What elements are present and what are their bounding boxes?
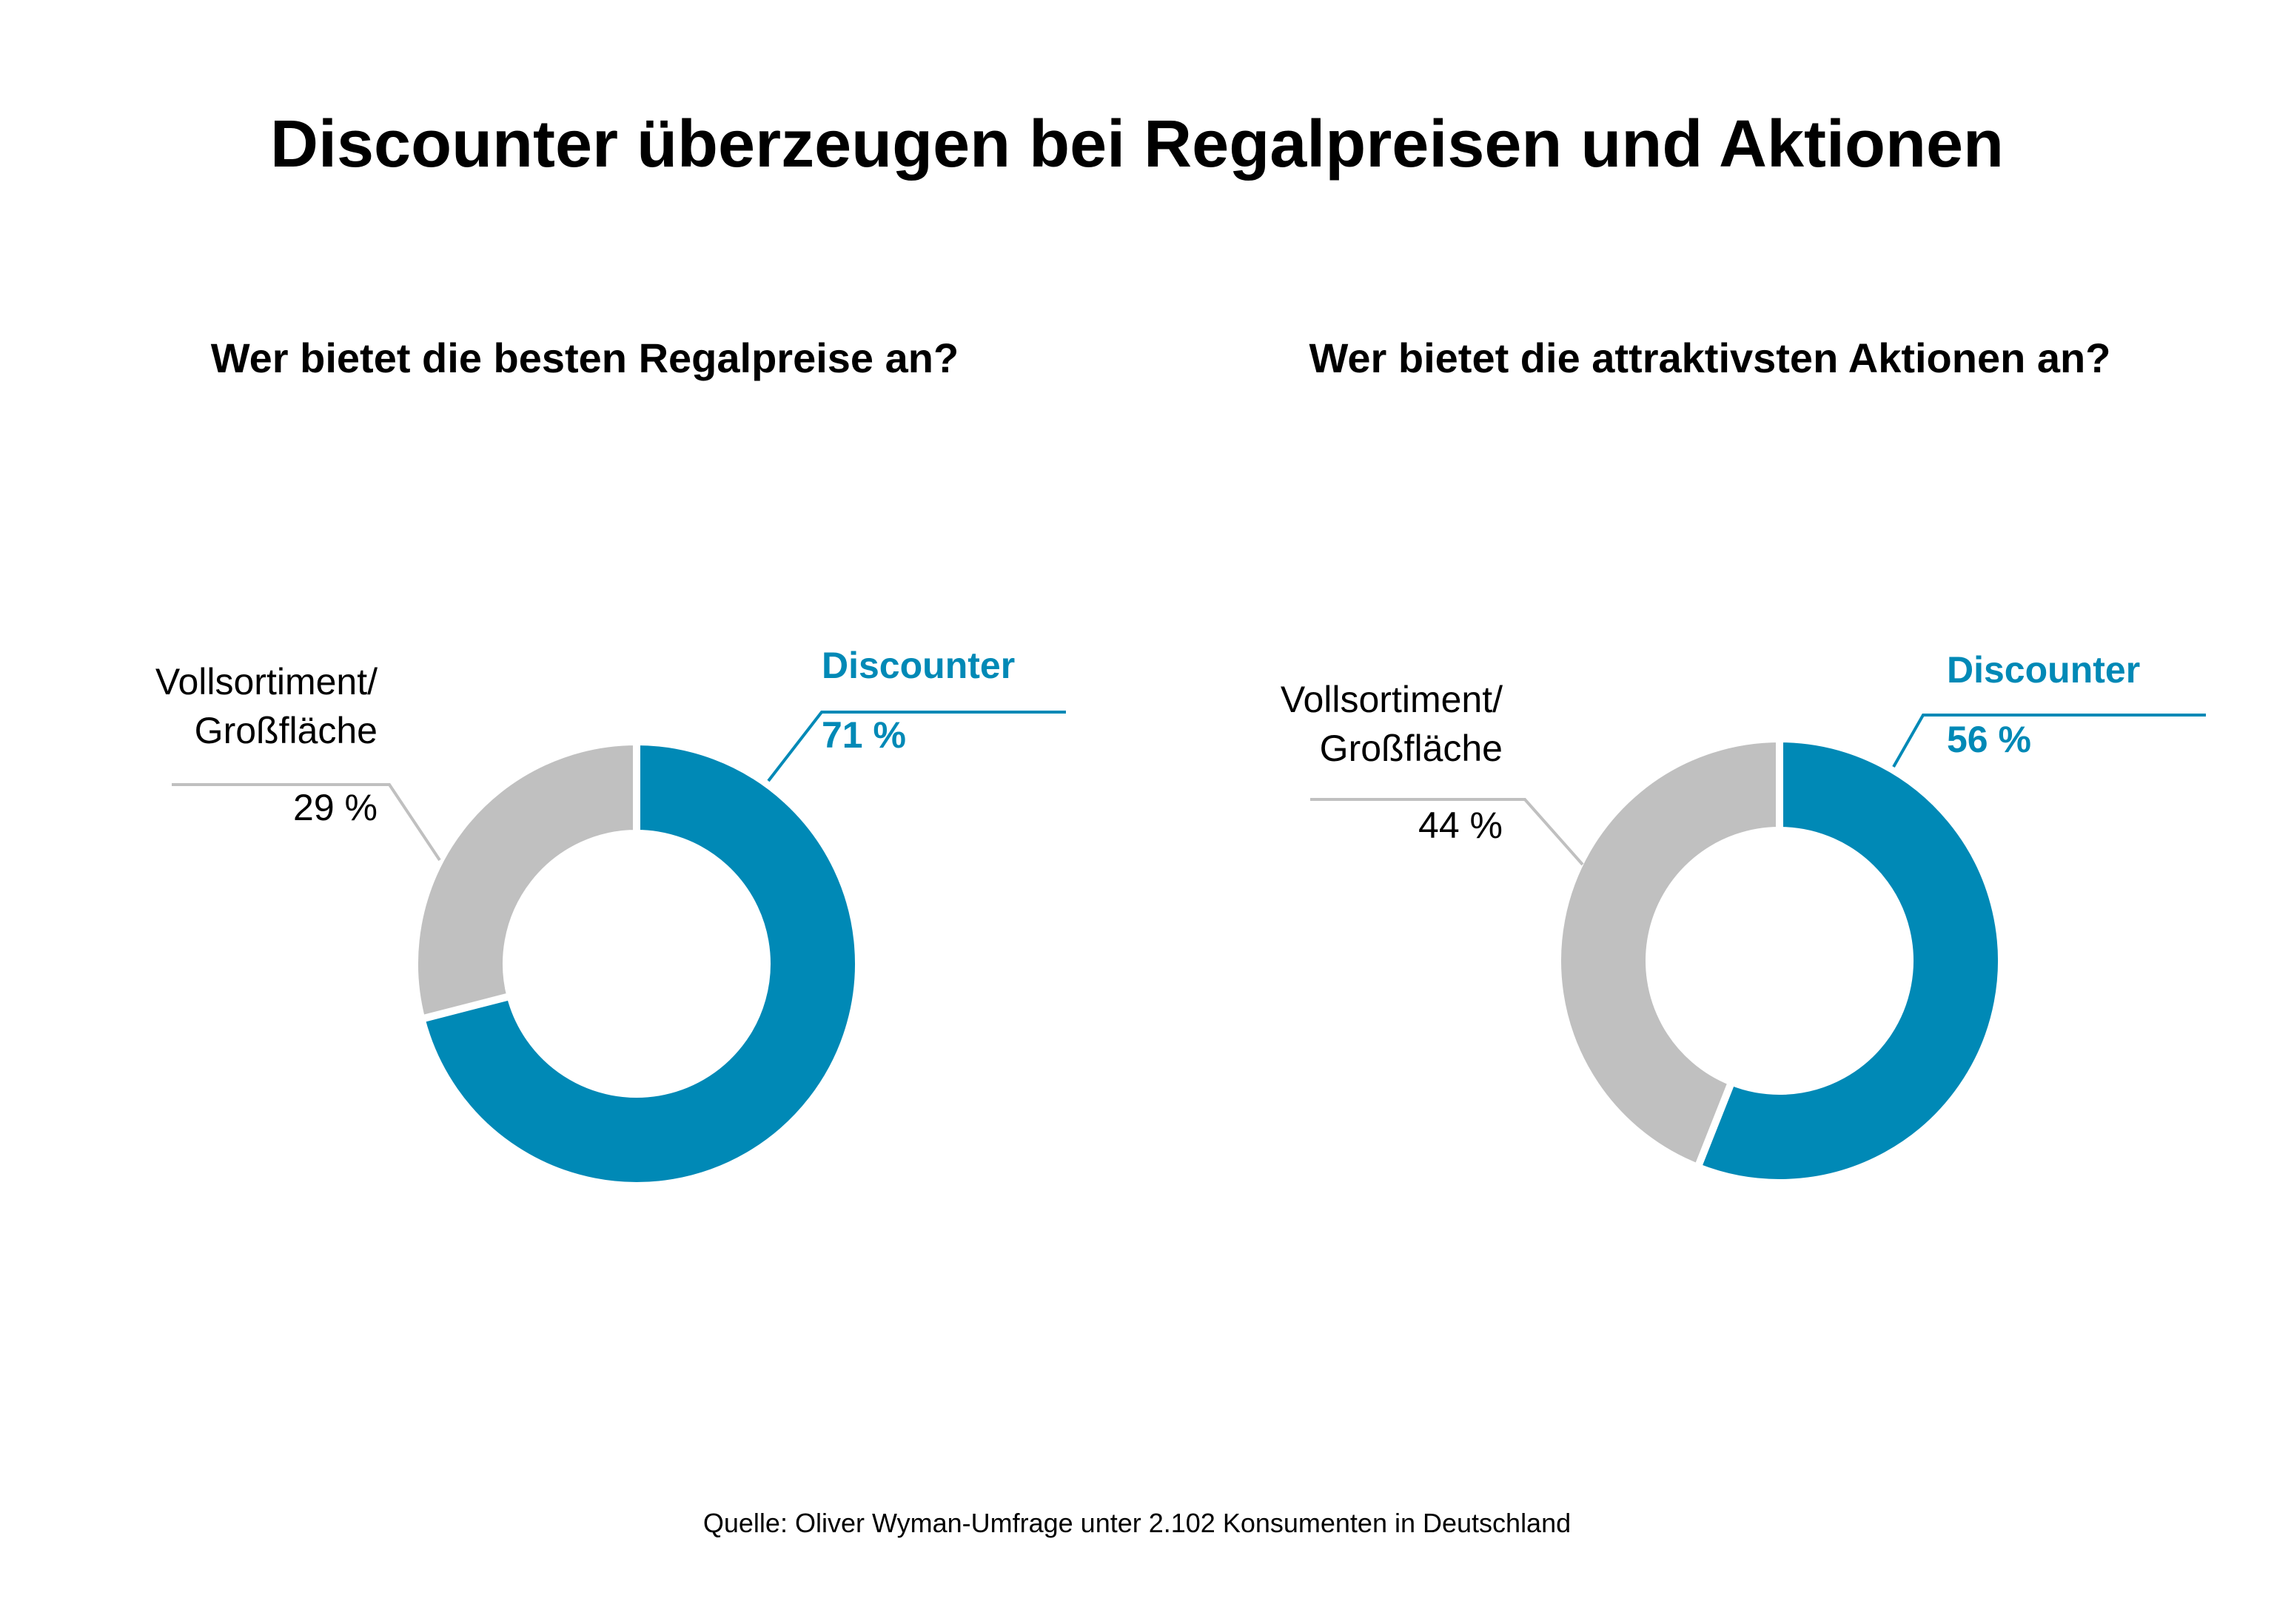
main-title: Discounter überzeugen bei Regalpreisen u… [269, 107, 2005, 181]
chart-2-gray-value: 44 % [1418, 805, 1503, 846]
chart-1-gray-value: 29 % [293, 787, 378, 828]
chart-2-gray-label: Vollsortiment/ Großfläche [1199, 675, 1503, 773]
chart-1-accent-value: 71 % [822, 714, 906, 756]
chart-1-accent-label: Discounter [822, 645, 1016, 686]
chart-1-gray-label: Vollsortiment/ Großfläche [74, 657, 378, 755]
chart-2-gray-label-line1: Vollsortiment/ [1280, 679, 1503, 720]
chart-1-gray-label-line1: Vollsortiment/ [155, 661, 378, 702]
source-note: Quelle: Oliver Wyman-Umfrage unter 2.102… [702, 1508, 1572, 1538]
chart-2-accent-value: 56 % [1947, 719, 2031, 760]
chart-2-slice-vollsortiment [1554, 734, 1783, 1172]
chart-1-discounter-leader-line [767, 711, 1066, 782]
chart-2-slice-discounter [1693, 734, 2006, 1187]
chart-1-slice-vollsortiment [411, 737, 640, 1024]
chart-1-vollsortiment-leader-line [172, 783, 441, 862]
chart-2-title: Wer bietet die attraktivsten Aktionen an… [1309, 335, 2111, 381]
chart-2-vollsortiment-leader-line [1310, 798, 1584, 866]
chart-1-slice-discounter [417, 737, 862, 1190]
chart-1-gray-label-line2: Großfläche [194, 710, 378, 751]
chart-2-gray-label-line2: Großfläche [1319, 728, 1503, 769]
chart-1-title: Wer bietet die besten Regalpreise an? [210, 335, 959, 381]
chart-2-accent-label: Discounter [1947, 649, 2141, 691]
chart-2-discounter-leader-line [1892, 714, 2206, 768]
